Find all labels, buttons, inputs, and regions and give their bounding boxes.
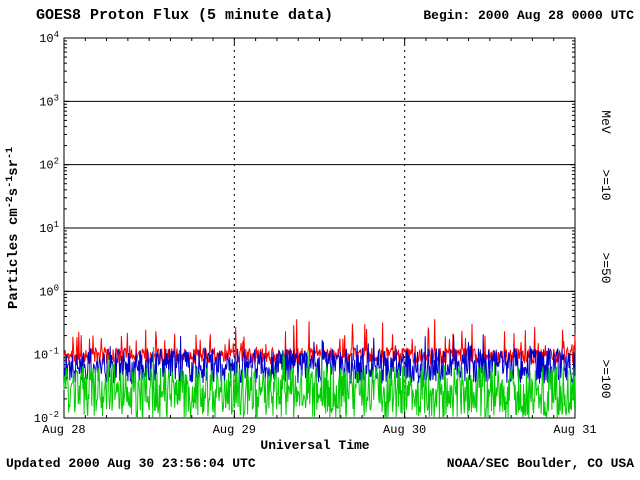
y-tick-label: 100 — [39, 283, 59, 299]
y-tick-label: 101 — [39, 220, 59, 236]
series-line-100 — [63, 346, 576, 419]
x-tick-label: Aug 29 — [213, 423, 256, 437]
right-axis-unit-label: MeV — [598, 110, 613, 134]
begin-label: Begin: 2000 Aug 28 0000 UTC — [423, 8, 634, 23]
updated-label: Updated 2000 Aug 30 23:56:04 UTC — [6, 456, 256, 471]
x-tick-label: Aug 30 — [383, 423, 426, 437]
series-label-ge50: >=50 — [598, 252, 613, 283]
y-tick-label: 104 — [39, 30, 59, 46]
data-series — [63, 319, 576, 419]
series-line-10 — [63, 319, 576, 366]
y-axis-label: Particles cm-2s-1sr-1 — [5, 147, 22, 309]
y-tick-label: 10-1 — [34, 347, 59, 363]
chart-title: GOES8 Proton Flux (5 minute data) — [36, 7, 333, 24]
x-tick-label: Aug 31 — [553, 423, 596, 437]
x-tick-label: Aug 28 — [42, 423, 85, 437]
series-label-ge100: >=100 — [598, 359, 613, 398]
y-tick-label: 103 — [39, 93, 59, 109]
source-label: NOAA/SEC Boulder, CO USA — [447, 456, 634, 471]
x-axis-label: Universal Time — [260, 438, 369, 453]
series-line-50 — [63, 334, 576, 384]
x-tick-labels: Aug 28 Aug 29 Aug 30 Aug 31 — [42, 423, 596, 437]
series-label-ge10: >=10 — [598, 169, 613, 200]
y-tick-label: 102 — [39, 157, 59, 173]
